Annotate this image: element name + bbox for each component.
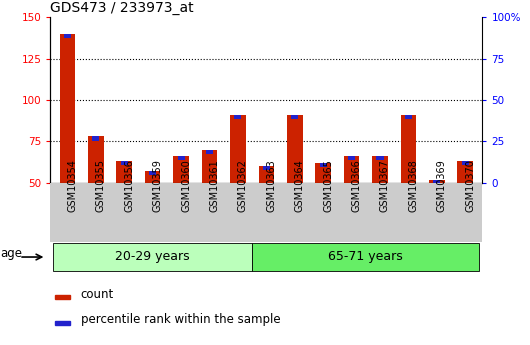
Text: GSM10362: GSM10362 [238, 159, 248, 212]
Bar [230, 115, 246, 183]
Bar [121, 161, 128, 166]
Bar [252, 243, 480, 271]
Text: 65-71 years: 65-71 years [329, 250, 403, 263]
Bar [88, 137, 104, 183]
Bar [315, 163, 331, 183]
Text: GSM10365: GSM10365 [323, 159, 333, 212]
Bar [173, 156, 189, 183]
Bar [372, 156, 388, 183]
Bar [53, 243, 252, 271]
Text: GSM10355: GSM10355 [96, 159, 106, 212]
Bar [178, 156, 184, 160]
Text: GSM10360: GSM10360 [181, 159, 191, 212]
Bar [434, 179, 440, 184]
Bar [206, 150, 213, 154]
Text: age: age [0, 247, 22, 260]
Bar [92, 137, 99, 141]
Text: percentile rank within the sample: percentile rank within the sample [81, 313, 280, 326]
Bar [259, 166, 274, 183]
Bar [234, 115, 242, 119]
Text: GSM10369: GSM10369 [437, 159, 447, 212]
Text: GSM10364: GSM10364 [295, 159, 305, 212]
Bar [457, 161, 473, 183]
Bar [263, 166, 270, 170]
Text: GSM10368: GSM10368 [409, 159, 418, 212]
Text: count: count [81, 288, 114, 301]
Bar [55, 295, 70, 299]
Bar [59, 34, 75, 183]
Bar [145, 171, 161, 183]
Bar [117, 161, 132, 183]
Bar [401, 115, 416, 183]
Bar [291, 115, 298, 119]
Text: GSM10366: GSM10366 [351, 159, 361, 212]
Bar [320, 163, 326, 167]
Bar [348, 156, 355, 160]
Text: GSM10367: GSM10367 [380, 159, 390, 212]
Bar [429, 179, 445, 183]
Bar [376, 156, 384, 160]
Bar [202, 150, 217, 183]
Bar [344, 156, 359, 183]
Text: GSM10363: GSM10363 [266, 159, 276, 212]
Text: GSM10354: GSM10354 [67, 159, 77, 212]
Text: GSM10361: GSM10361 [209, 159, 219, 212]
Text: GSM10359: GSM10359 [153, 159, 163, 212]
Text: GSM10370: GSM10370 [465, 159, 475, 212]
Bar [55, 321, 70, 325]
Bar [287, 115, 303, 183]
Text: GDS473 / 233973_at: GDS473 / 233973_at [50, 1, 194, 15]
Bar [405, 115, 412, 119]
Bar [149, 171, 156, 175]
Bar [462, 161, 469, 166]
Bar [64, 34, 71, 38]
Text: GSM10356: GSM10356 [124, 159, 134, 212]
Text: 20-29 years: 20-29 years [116, 250, 190, 263]
